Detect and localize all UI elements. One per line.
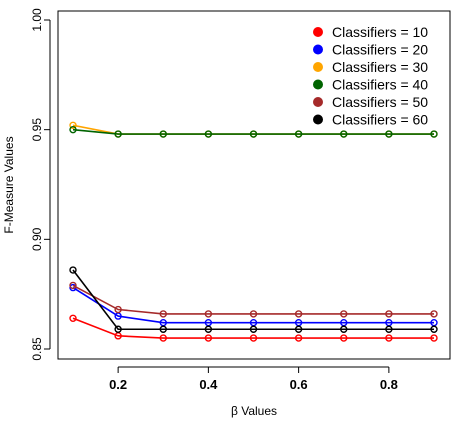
series-2	[69, 283, 438, 327]
data-point	[385, 325, 393, 333]
data-point	[249, 325, 258, 333]
series-5	[69, 281, 438, 318]
legend-label: Classifiers = 30	[332, 59, 428, 75]
series-line	[72, 128, 434, 135]
x-axis: 0.2 0.4 0.6 0.8	[109, 366, 398, 392]
x-tick-label: 0.8	[380, 377, 398, 392]
series-line	[72, 284, 434, 315]
data-point	[204, 325, 213, 333]
data-point	[385, 130, 393, 138]
legend-label: Classifiers = 60	[332, 112, 428, 128]
y-tick-label: 0.90	[30, 227, 44, 251]
y-axis-label: F-Measure Values	[2, 136, 16, 233]
data-point	[69, 266, 77, 274]
data-point	[69, 121, 77, 129]
series-4	[69, 125, 438, 138]
legend-label: Classifiers = 20	[332, 42, 428, 58]
data-point	[294, 310, 303, 318]
y-axis: 0.85 0.90 0.95 1.00	[30, 8, 51, 361]
data-point	[159, 325, 167, 333]
x-axis-label: β Values	[231, 404, 277, 418]
data-point	[430, 310, 438, 318]
data-point	[69, 314, 77, 322]
series-line	[72, 317, 434, 339]
legend-marker	[313, 114, 323, 125]
data-point	[114, 130, 122, 138]
data-point	[430, 334, 438, 342]
legend-marker	[313, 27, 323, 37]
data-point	[430, 325, 438, 333]
legend-marker	[313, 44, 323, 55]
data-point	[249, 310, 258, 318]
data-point	[294, 334, 303, 342]
series-line	[72, 286, 434, 324]
data-point	[159, 334, 167, 342]
data-point	[204, 334, 213, 342]
data-point	[430, 130, 438, 138]
legend-marker	[313, 79, 323, 90]
data-point	[249, 130, 258, 138]
legend-marker	[313, 62, 323, 72]
legend-label: Classifiers = 10	[332, 24, 428, 40]
series-layer	[69, 121, 438, 342]
data-point	[159, 130, 167, 138]
data-point	[204, 130, 213, 138]
legend-marker	[313, 97, 323, 107]
data-point	[340, 130, 348, 138]
series-6	[69, 266, 438, 333]
data-point	[340, 325, 348, 333]
data-point	[114, 305, 122, 314]
x-tick-label: 0.2	[109, 377, 127, 392]
y-tick-label: 0.95	[30, 118, 44, 142]
data-point	[340, 334, 348, 342]
data-point	[385, 334, 393, 342]
x-tick-label: 0.6	[290, 377, 308, 392]
y-tick-label: 1.00	[30, 8, 44, 32]
data-point	[385, 310, 393, 318]
plot-frame	[57, 10, 451, 360]
data-point	[294, 130, 303, 138]
data-point	[340, 310, 348, 318]
data-point	[69, 125, 77, 134]
series-line	[72, 269, 434, 331]
data-point	[249, 334, 258, 342]
data-point	[114, 325, 122, 333]
legend-label: Classifiers = 50	[332, 94, 428, 110]
y-tick-label: 0.85	[30, 337, 44, 361]
legend-label: Classifiers = 40	[332, 77, 428, 93]
series-1	[69, 314, 438, 342]
data-point	[294, 325, 303, 333]
data-point	[159, 310, 167, 318]
x-tick-label: 0.4	[199, 377, 218, 392]
data-point	[69, 281, 77, 290]
data-point	[204, 310, 213, 318]
